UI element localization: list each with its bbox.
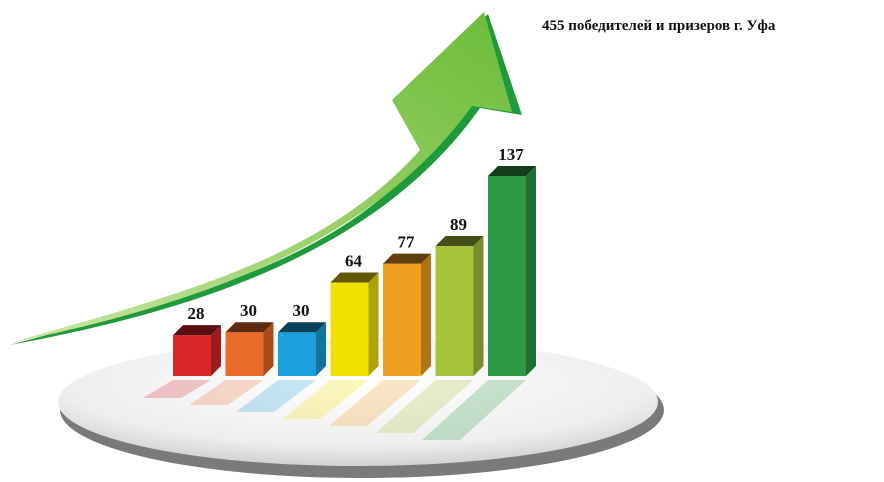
bar-top — [383, 253, 431, 264]
bar — [225, 332, 264, 376]
bar-side — [211, 325, 221, 376]
bar-side — [421, 253, 431, 376]
bar-reflection — [375, 380, 474, 433]
bar — [488, 175, 526, 376]
bar-reflection — [189, 380, 264, 405]
bar — [173, 335, 211, 376]
data-label: 30 — [293, 301, 310, 320]
bar — [278, 332, 316, 376]
bar-top — [330, 272, 379, 283]
data-label: 30 — [240, 301, 257, 320]
bar-side — [368, 272, 379, 376]
arrow — [10, 12, 512, 343]
bar-reflection — [422, 380, 526, 440]
bar — [435, 246, 474, 376]
bar-reflection — [282, 380, 369, 419]
bar — [383, 263, 421, 376]
bar-top — [278, 322, 326, 333]
bar-side — [263, 322, 274, 376]
data-label: 137 — [498, 145, 524, 164]
bar-reflection — [236, 380, 316, 412]
bars: 28 30 30 64 77 89 137 — [143, 145, 536, 440]
data-label: 28 — [188, 304, 205, 323]
chart-title: 455 победителей и призеров г. Уфа — [542, 18, 776, 34]
bar-top — [488, 165, 536, 176]
bar-reflection — [329, 380, 421, 426]
data-label: 77 — [398, 233, 416, 252]
bar-top — [173, 325, 221, 336]
bar-reflection — [143, 380, 211, 398]
bar-top — [225, 322, 274, 333]
bar-side — [473, 236, 484, 376]
bar-side — [526, 165, 536, 376]
data-label: 64 — [345, 252, 363, 271]
bar-top — [435, 236, 484, 247]
bar — [330, 282, 369, 376]
bar-side — [316, 322, 326, 376]
data-label: 89 — [450, 215, 467, 234]
